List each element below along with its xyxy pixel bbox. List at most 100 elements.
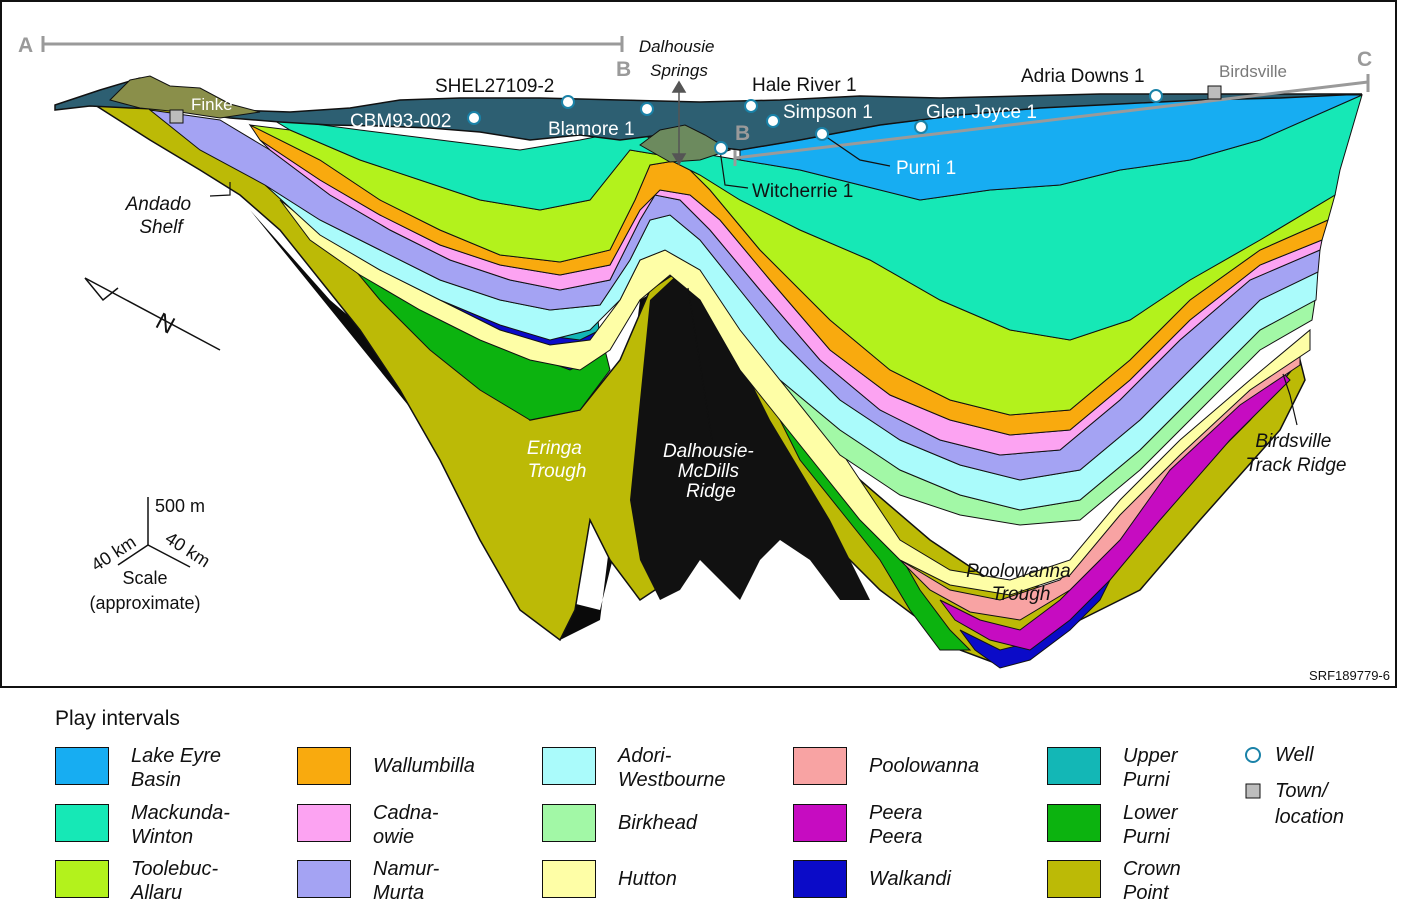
legend-item-adori: Adori- Westbourne	[542, 744, 782, 794]
legend-label-line: Allaru	[131, 882, 183, 904]
scale-horizontal-right: 40 km	[162, 528, 214, 571]
legend-label-line: Winton	[131, 826, 194, 848]
well-name: Blamore 1	[548, 119, 635, 140]
legend-label: Poolowanna	[869, 754, 1029, 778]
legend-label-line: Point	[1123, 882, 1169, 904]
layer-poolowanna	[899, 348, 1301, 621]
legend-item-lower-purni: Lower Purni	[1047, 801, 1287, 851]
legend-label: Upper Purni	[1123, 744, 1283, 792]
legend-item-poolowanna: Poolowanna	[793, 744, 1033, 794]
legend-label: Adori- Westbourne	[618, 744, 778, 792]
svg-text:N: N	[151, 308, 179, 340]
well-purni-icon	[815, 127, 829, 141]
town-icon	[1245, 783, 1261, 799]
andado-shelf-label: Andado Shelf	[125, 194, 197, 238]
town-name: Finke	[191, 95, 233, 114]
springs-arrow	[671, 80, 687, 166]
legend-label-line: Murta	[373, 882, 425, 904]
legend-label: Toolebuc- Allaru	[131, 857, 291, 905]
well-simpson-icon	[766, 114, 780, 128]
poolowanna-trough-label: Poolowanna Trough	[966, 561, 1076, 605]
cross-section-diagram: A B B C SHEL27109-2 CBM93-002 Blamore 1 …	[18, 34, 1390, 683]
figure-id: SRF189779-6	[1309, 668, 1390, 683]
legend-item-mackunda: Mackunda- Winton	[55, 801, 295, 851]
legend-item-namur: Namur- Murta	[297, 857, 537, 907]
legend-label: Birkhead	[618, 811, 778, 835]
legend-title: Play intervals	[55, 707, 180, 730]
legend-swatch	[297, 860, 351, 898]
legend-label: Cadna-owie	[373, 801, 533, 849]
dalhousie-springs-label: Dalhousie Springs	[639, 37, 719, 80]
legend-label-line: Poolowanna	[869, 755, 980, 777]
legend-label-line: owie	[373, 826, 415, 848]
legend-swatch	[793, 747, 847, 785]
legend-item-toolebuc: Toolebuc- Allaru	[55, 857, 295, 907]
legend-swatch	[793, 804, 847, 842]
legend-label-line: Lake Eyre	[131, 745, 222, 767]
section-end-c: C	[1357, 48, 1372, 71]
legend-swatch	[542, 747, 596, 785]
well-name: Witcherrie 1	[752, 181, 853, 202]
legend-label-line: Peera	[869, 802, 923, 824]
well-adria-icon	[1149, 89, 1163, 103]
legend-label: Mackunda- Winton	[131, 801, 291, 849]
section-end-b-upper: B	[616, 58, 631, 81]
legend-label-line: Mackunda-	[131, 802, 230, 824]
legend-swatch	[542, 804, 596, 842]
well-name: Purni 1	[896, 158, 956, 179]
well-blamore-icon	[640, 102, 654, 116]
legend-label-line: Lower	[1123, 802, 1178, 824]
figure-frame	[0, 0, 1397, 688]
legend-label-line: Purni	[1123, 826, 1170, 848]
birdsville-ridge-label: Birdsville Track Ridge	[1245, 431, 1346, 476]
well-name: Simpson 1	[783, 102, 873, 123]
well-name: CBM93-002	[350, 111, 451, 132]
legend-swatch	[297, 804, 351, 842]
legend-label-line: Westbourne	[618, 769, 726, 791]
legend-label: Hutton	[618, 867, 778, 891]
legend-label-line: Hutton	[618, 868, 677, 890]
well-icon	[1245, 747, 1261, 763]
well-name: SHEL27109-2	[435, 76, 554, 97]
north-arrow-icon: N	[84, 277, 221, 351]
legend-label: Crown Point	[1123, 857, 1283, 905]
well-name: Adria Downs 1	[1021, 66, 1145, 87]
legend-label-line: Basin	[131, 769, 182, 791]
legend-item-upper-purni: Upper Purni	[1047, 744, 1287, 794]
ridge-core	[630, 272, 870, 600]
legend-label-line: Peera	[869, 826, 923, 848]
legend-label-line: Adori-	[618, 745, 672, 767]
section-line-ab	[41, 36, 624, 52]
legend-label-line: Purni	[1123, 769, 1170, 791]
well-markers	[467, 89, 1163, 155]
legend-swatch	[55, 860, 109, 898]
legend-label: Namur- Murta	[373, 857, 533, 905]
legend-swatch	[1047, 747, 1101, 785]
legend-item-crown-point: Crown Point	[1047, 857, 1287, 907]
legend-label: Lower Purni	[1123, 801, 1283, 849]
legend-item-peera: Peera Peera	[793, 801, 1033, 851]
legend-item-wallumbilla: Wallumbilla	[297, 744, 537, 794]
well-glen-icon	[914, 120, 928, 134]
town-finke-icon	[169, 109, 184, 124]
legend-swatch	[55, 804, 109, 842]
eringa-trough-label: Eringa Trough	[527, 438, 587, 482]
legend-label: Wallumbilla	[373, 754, 533, 778]
terrain-surface	[54, 77, 1363, 151]
legend-label-line: Walkandi	[869, 868, 951, 890]
legend-swatch	[1047, 804, 1101, 842]
town-birdsville-icon	[1207, 85, 1222, 100]
legend-item-hutton: Hutton	[542, 857, 782, 907]
legend-item-lake-eyre: Lake Eyre Basin	[55, 744, 295, 794]
legend-label: Walkandi	[869, 867, 1029, 891]
terrain-finke-hills	[109, 75, 261, 119]
legend-swatch	[55, 747, 109, 785]
legend-label-line: Upper	[1123, 745, 1178, 767]
leader-lines	[209, 135, 1298, 441]
section-end-a: A	[18, 34, 33, 57]
well-name: Glen Joyce 1	[926, 102, 1037, 123]
town-name: Birdsville	[1219, 62, 1287, 81]
well-hale-icon	[744, 99, 758, 113]
legend-swatch	[297, 747, 351, 785]
scale-vertical: 500 m	[155, 496, 205, 516]
